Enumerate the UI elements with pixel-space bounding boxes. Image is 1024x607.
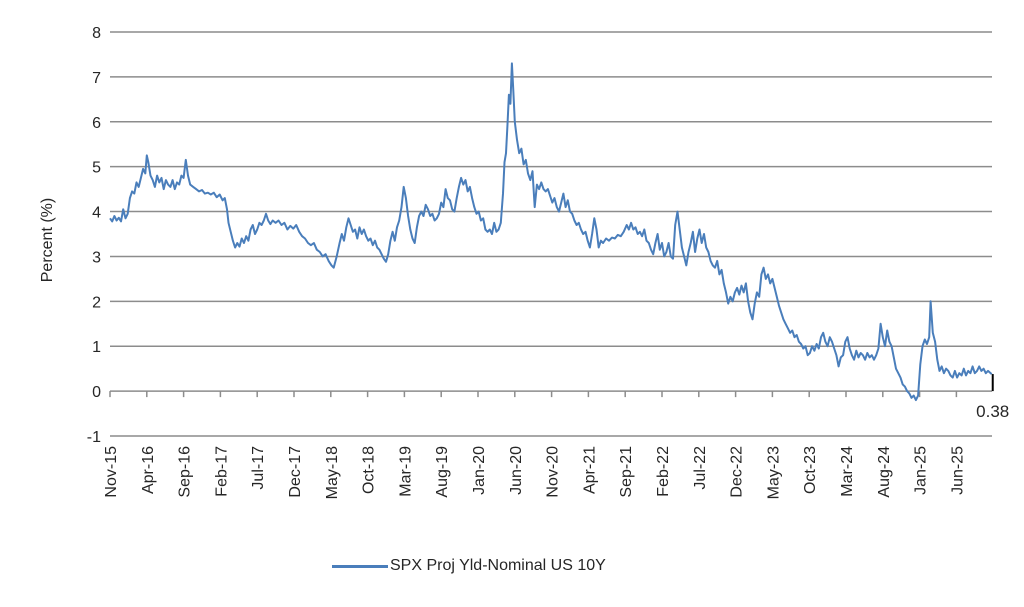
x-tick-label: Feb-17 [213,446,230,497]
x-tick-label: Sep-21 [618,446,635,498]
y-tick-label: 4 [92,205,101,222]
x-tick-label: Aug-19 [434,446,451,498]
x-tick-label: Jan-25 [913,446,930,495]
y-tick-label: 1 [92,339,101,356]
x-tick-label: Mar-24 [839,446,856,497]
y-tick-label: 3 [92,249,101,266]
y-tick-label: 6 [92,115,101,132]
x-tick-label: Oct-18 [361,446,378,494]
y-tick-label: 5 [92,160,101,177]
x-tick-label: May-18 [324,446,341,499]
y-tick-label: -1 [87,429,101,446]
x-tick-label: Mar-19 [397,446,414,497]
x-axis [109,390,992,398]
x-tick-label: Jul-17 [250,446,267,490]
x-axis-tick-labels: Nov-15 Apr-16 Sep-16 Feb-17 Jul-17 Dec-17 May-… [103,446,966,499]
x-tick-label: Apr-16 [140,446,157,494]
x-tick-label: Jul-22 [692,446,709,490]
x-tick-label: Apr-21 [581,446,598,494]
x-tick-label: Dec-22 [729,446,746,498]
x-tick-label: Sep-16 [177,446,194,498]
x-tick-label: Nov-20 [545,446,562,498]
gridlines [110,31,992,437]
y-tick-label: 8 [92,25,101,42]
x-tick-label: Nov-15 [103,446,120,498]
x-tick-label: Aug-24 [876,446,893,498]
x-tick-label: Feb-22 [655,446,672,497]
y-axis-title: Percent (%) [39,198,56,282]
y-tick-label: 0 [92,384,101,401]
legend-line-swatch-icon [332,564,388,568]
legend: SPX Proj Yld-Nominal US 10Y [332,555,606,577]
x-tick-label: May-23 [765,446,782,499]
x-tick-label: Jun-25 [949,446,966,495]
x-tick-label: Oct-23 [802,446,819,494]
x-tick-label: Dec-17 [287,446,304,498]
x-tick-label: Jun-20 [508,446,525,495]
y-tick-label: 7 [92,70,101,87]
series-line-spx-proj-yld-nominal-us-10y [109,62,993,402]
legend-label: SPX Proj Yld-Nominal US 10Y [390,557,606,574]
y-tick-label: 2 [92,294,101,311]
end-value-label: 0.38 [976,402,1009,421]
x-tick-label: Jan-20 [471,446,488,495]
y-axis-tick-labels: 8 7 6 5 4 3 2 1 0 -1 [87,25,101,446]
